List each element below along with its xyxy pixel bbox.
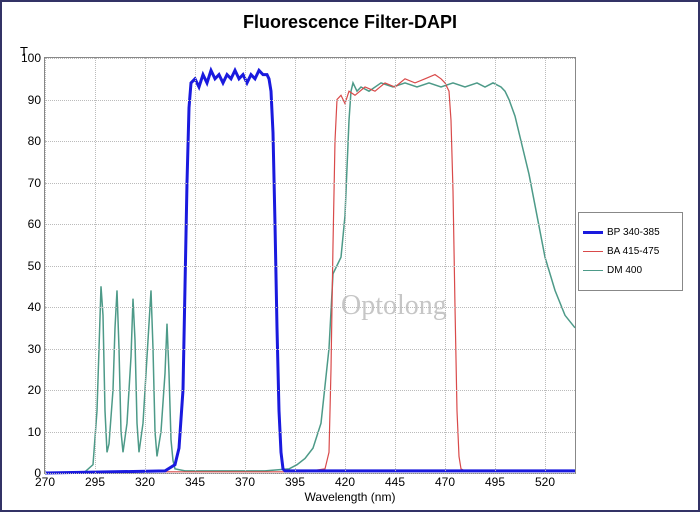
chart-container: Fluorescence Filter-DAPI T Optolong 0102… xyxy=(0,0,700,512)
grid-line xyxy=(345,58,346,473)
x-tick-label: 470 xyxy=(435,473,455,489)
grid-line xyxy=(245,58,246,473)
legend-swatch xyxy=(583,231,603,234)
grid-line xyxy=(95,58,96,473)
grid-line xyxy=(195,58,196,473)
y-tick-label: 60 xyxy=(28,217,45,231)
x-tick-label: 420 xyxy=(335,473,355,489)
legend-item-bp: BP 340-385 xyxy=(583,227,678,238)
y-tick-label: 100 xyxy=(21,51,45,65)
grid-line xyxy=(45,58,46,473)
legend-label: BP 340-385 xyxy=(607,227,660,238)
y-tick-label: 30 xyxy=(28,342,45,356)
x-tick-label: 295 xyxy=(85,473,105,489)
y-tick-label: 20 xyxy=(28,383,45,397)
y-tick-label: 80 xyxy=(28,134,45,148)
grid-line xyxy=(495,58,496,473)
legend: BP 340-385 BA 415-475 DM 400 xyxy=(578,212,683,291)
plot-area: Optolong 0102030405060708090100270295320… xyxy=(44,57,576,474)
y-tick-label: 40 xyxy=(28,300,45,314)
grid-line xyxy=(145,58,146,473)
x-axis-title: Wavelength (nm) xyxy=(2,490,698,504)
y-tick-label: 50 xyxy=(28,259,45,273)
grid-line xyxy=(295,58,296,473)
grid-line xyxy=(545,58,546,473)
x-tick-label: 445 xyxy=(385,473,405,489)
legend-label: DM 400 xyxy=(607,265,642,276)
y-tick-label: 90 xyxy=(28,93,45,107)
x-tick-label: 495 xyxy=(485,473,505,489)
x-tick-label: 270 xyxy=(35,473,55,489)
legend-label: BA 415-475 xyxy=(607,246,659,257)
x-tick-label: 370 xyxy=(235,473,255,489)
y-tick-label: 10 xyxy=(28,425,45,439)
legend-swatch xyxy=(583,270,603,271)
x-tick-label: 345 xyxy=(185,473,205,489)
x-tick-label: 395 xyxy=(285,473,305,489)
x-tick-label: 320 xyxy=(135,473,155,489)
legend-swatch xyxy=(583,251,603,252)
y-tick-label: 70 xyxy=(28,176,45,190)
chart-title: Fluorescence Filter-DAPI xyxy=(2,12,698,33)
legend-item-ba: BA 415-475 xyxy=(583,246,678,257)
legend-item-dm: DM 400 xyxy=(583,265,678,276)
grid-line xyxy=(395,58,396,473)
x-tick-label: 520 xyxy=(535,473,555,489)
grid-line xyxy=(445,58,446,473)
